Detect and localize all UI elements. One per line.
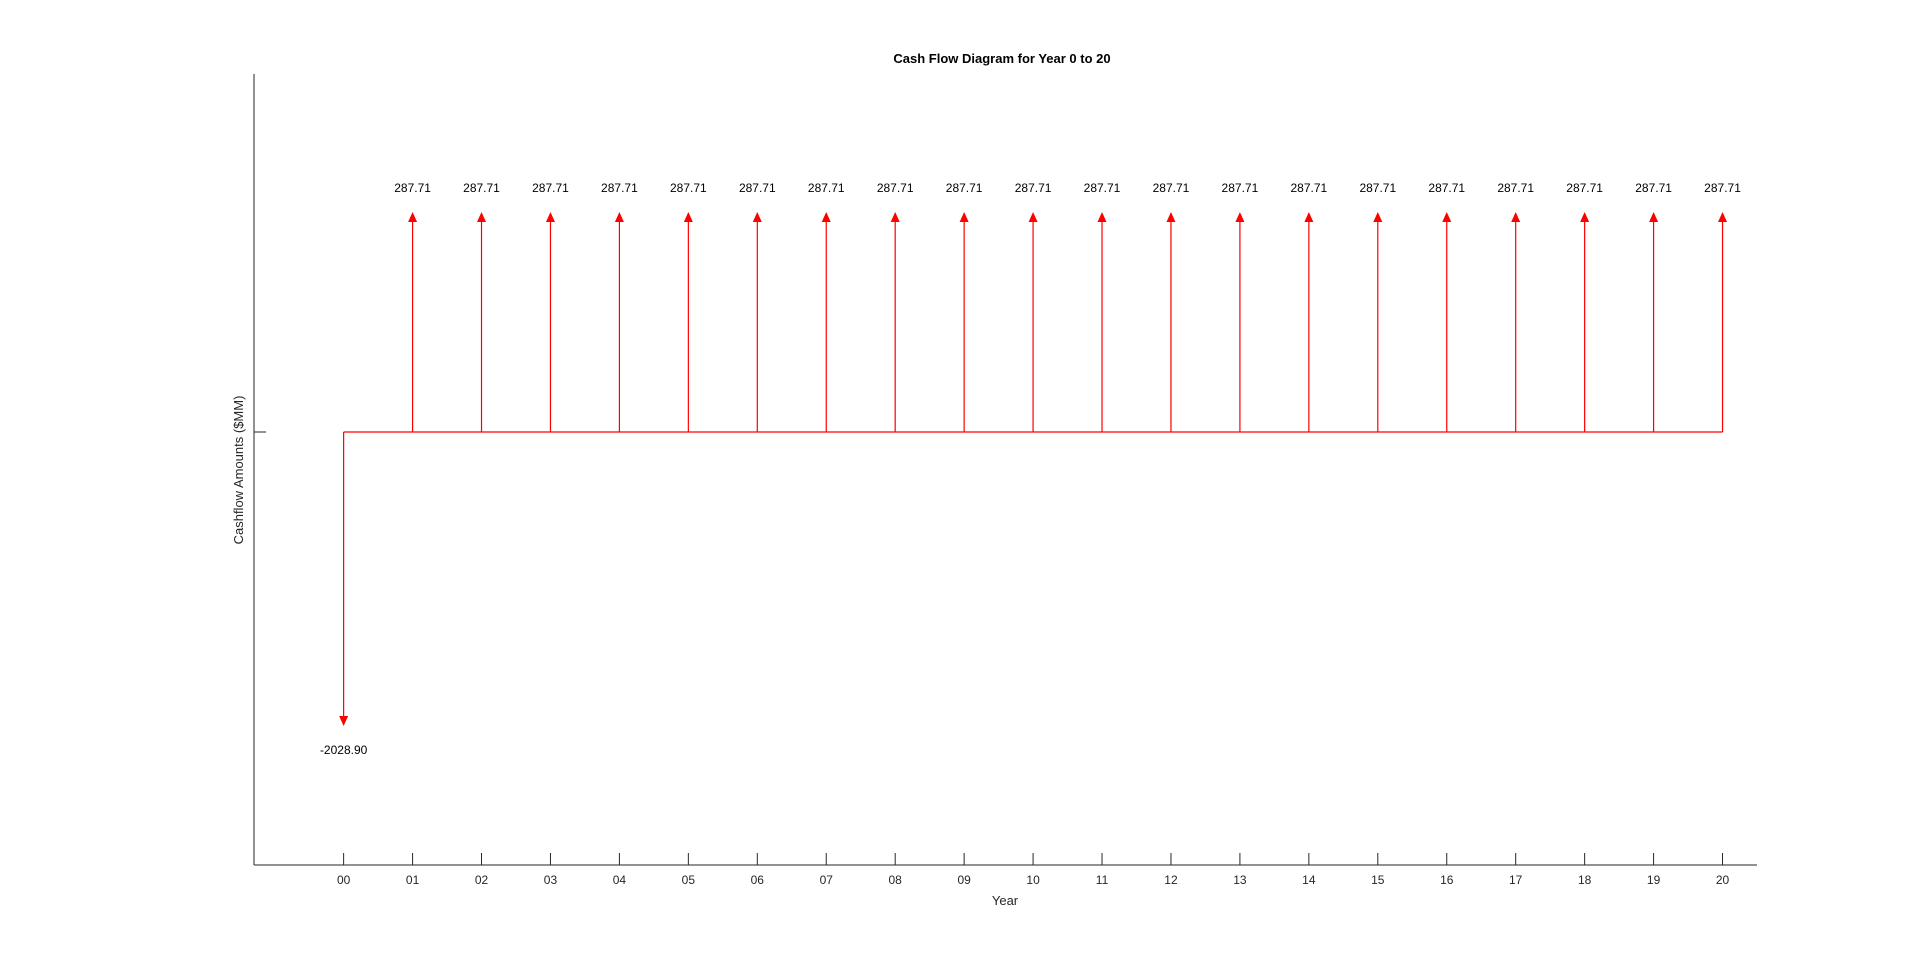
data-label-year-15: 287.71	[1359, 181, 1396, 195]
data-label-year-20: 287.71	[1704, 181, 1741, 195]
data-label-year-18: 287.71	[1566, 181, 1603, 195]
arrowhead-year-19	[1649, 212, 1659, 222]
arrowhead-year-17	[1511, 212, 1521, 222]
x-tick-label-01: 01	[406, 873, 420, 887]
arrowhead-year-07	[821, 212, 831, 222]
chart-marks: -2028.90 00 287.71 01 287.71 02 287.71 03 287.71…	[320, 181, 1741, 887]
x-tick-label-11: 11	[1096, 873, 1109, 887]
arrowhead-year-08	[890, 212, 900, 222]
x-tick-label-17: 17	[1509, 873, 1523, 887]
data-label-year-19: 287.71	[1635, 181, 1672, 195]
x-tick-label-13: 13	[1233, 873, 1247, 887]
x-tick-label-14: 14	[1302, 873, 1316, 887]
x-tick-label-04: 04	[613, 873, 627, 887]
data-label-year-07: 287.71	[808, 181, 845, 195]
data-label-year-14: 287.71	[1291, 181, 1328, 195]
x-tick-label-15: 15	[1371, 873, 1385, 887]
x-tick-label-00: 00	[337, 873, 351, 887]
data-label-year-01: 287.71	[394, 181, 431, 195]
x-tick-label-07: 07	[820, 873, 834, 887]
data-label-year-00: -2028.90	[320, 743, 368, 757]
arrowhead-year-09	[959, 212, 969, 222]
data-label-year-04: 287.71	[601, 181, 638, 195]
data-label-year-03: 287.71	[532, 181, 569, 195]
chart-title: Cash Flow Diagram for Year 0 to 20	[893, 51, 1110, 66]
x-tick-label-20: 20	[1716, 873, 1730, 887]
arrowhead-year-16	[1442, 212, 1452, 222]
arrowhead-year-20	[1718, 212, 1728, 222]
arrowhead-year-02	[477, 212, 487, 222]
data-label-year-16: 287.71	[1428, 181, 1465, 195]
data-label-year-06: 287.71	[739, 181, 776, 195]
data-label-year-05: 287.71	[670, 181, 707, 195]
data-label-year-08: 287.71	[877, 181, 914, 195]
x-tick-label-06: 06	[751, 873, 765, 887]
x-tick-label-10: 10	[1026, 873, 1040, 887]
data-label-year-13: 287.71	[1222, 181, 1259, 195]
data-label-year-11: 287.71	[1084, 181, 1121, 195]
arrowhead-year-11	[1097, 212, 1107, 222]
arrowhead-year-05	[683, 212, 693, 222]
arrowhead-year-03	[545, 212, 555, 222]
y-axis-label: Cashflow Amounts ($MM)	[231, 396, 246, 545]
arrowhead-year-06	[752, 212, 762, 222]
x-tick-label-03: 03	[544, 873, 558, 887]
x-tick-label-18: 18	[1578, 873, 1592, 887]
arrowhead-year-04	[614, 212, 624, 222]
x-tick-label-08: 08	[889, 873, 903, 887]
x-tick-label-05: 05	[682, 873, 696, 887]
data-label-year-10: 287.71	[1015, 181, 1052, 195]
data-label-year-12: 287.71	[1153, 181, 1190, 195]
arrowhead-year-18	[1580, 212, 1590, 222]
data-label-year-02: 287.71	[463, 181, 500, 195]
arrowhead-year-01	[408, 212, 418, 222]
arrowhead-year-15	[1373, 212, 1383, 222]
x-tick-label-16: 16	[1440, 873, 1454, 887]
arrowhead-year-00	[339, 716, 349, 726]
data-label-year-09: 287.71	[946, 181, 983, 195]
x-tick-label-19: 19	[1647, 873, 1661, 887]
arrowhead-year-10	[1028, 212, 1038, 222]
x-axis-label: Year	[992, 893, 1019, 908]
x-tick-label-09: 09	[957, 873, 971, 887]
arrowhead-year-13	[1235, 212, 1245, 222]
x-tick-label-12: 12	[1164, 873, 1178, 887]
arrowhead-year-12	[1166, 212, 1176, 222]
data-label-year-17: 287.71	[1497, 181, 1534, 195]
x-tick-label-02: 02	[475, 873, 489, 887]
arrowhead-year-14	[1304, 212, 1314, 222]
